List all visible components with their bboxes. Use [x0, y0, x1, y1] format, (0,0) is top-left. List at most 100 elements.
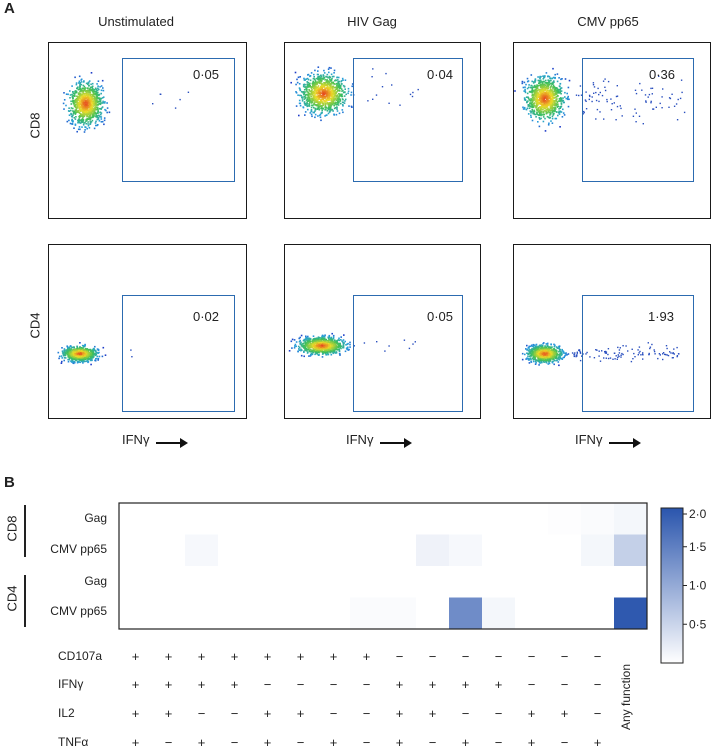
- heatmap-row-label: CMV pp65: [50, 604, 107, 618]
- row-title-cd4: CD4: [27, 312, 43, 339]
- function-sign: −: [164, 735, 173, 750]
- group-bracket-cd8: [24, 505, 26, 557]
- heatmap-cell: [482, 597, 515, 629]
- group-label-cd8: CD8: [4, 515, 20, 542]
- flow-plot-cd4-hiv-gag: 0·05: [284, 244, 481, 419]
- function-sign: +: [197, 677, 206, 692]
- heatmap-cell: [317, 534, 350, 566]
- function-sign: +: [230, 649, 239, 664]
- heatmap-cell: [317, 503, 350, 535]
- gate-percentage: 0·36: [649, 67, 676, 82]
- function-sign: −: [461, 649, 470, 664]
- function-sign: +: [395, 677, 404, 692]
- function-sign: +: [527, 706, 536, 721]
- function-sign: −: [593, 706, 602, 721]
- heatmap-cell: [416, 566, 449, 598]
- heatmap-cell: [185, 566, 218, 598]
- gate-box: [582, 295, 694, 412]
- gate-box: [122, 58, 235, 182]
- colorbar-tick-label: 1·0: [689, 579, 707, 593]
- heatmap-cell: [548, 534, 581, 566]
- function-sign: −: [197, 706, 206, 721]
- arrow-right-icon: [380, 438, 412, 448]
- colorbar: 2·0 1·5 1·0 0·5: [660, 507, 707, 664]
- heatmap-row-label: Gag: [84, 511, 107, 525]
- heatmap-cell: [515, 503, 548, 535]
- column-title-hiv-gag: HIV Gag: [347, 14, 397, 29]
- function-sign: −: [428, 649, 437, 664]
- heatmap-cell: [449, 566, 482, 598]
- function-sign: +: [230, 677, 239, 692]
- function-sign: −: [494, 735, 503, 750]
- function-sign: +: [263, 706, 272, 721]
- heatmap-cell: [383, 503, 416, 535]
- colorbar-tick-label: 2·0: [689, 507, 707, 521]
- function-label-tnfa: TNFα: [58, 735, 89, 749]
- function-label-cd107a: CD107a: [58, 649, 103, 663]
- flow-plot-cd4-cmv-pp65: 1·93: [513, 244, 711, 419]
- gate-percentage: 0·05: [427, 309, 454, 324]
- colorbar-tick-label: 1·5: [689, 540, 707, 554]
- heatmap-cell: [614, 566, 647, 598]
- flow-plot-cd8-hiv-gag: 0·04: [284, 42, 481, 219]
- column-title-unstimulated: Unstimulated: [98, 14, 174, 29]
- heatmap-cell: [416, 534, 449, 566]
- heatmap-cell: [350, 534, 383, 566]
- heatmap-cell: [119, 503, 152, 535]
- heatmap-cell: [614, 534, 647, 566]
- heatmap-cell: [218, 534, 251, 566]
- heatmap-cell: [515, 597, 548, 629]
- density-cloud: [290, 66, 419, 122]
- colorbar-gradient: [660, 507, 684, 664]
- function-sign: +: [164, 649, 173, 664]
- heatmap: [118, 502, 648, 630]
- function-sign: −: [329, 706, 338, 721]
- heatmap-cell: [581, 534, 614, 566]
- heatmap-cell: [449, 597, 482, 629]
- flow-plot-cd8-unstimulated: 0·05: [48, 42, 247, 219]
- function-sign: +: [197, 735, 206, 750]
- heatmap-cell: [614, 503, 647, 535]
- heatmap-cell: [152, 566, 185, 598]
- heatmap-cell: [218, 503, 251, 535]
- heatmap-cell: [515, 566, 548, 598]
- heatmap-cell: [482, 566, 515, 598]
- function-sign: +: [263, 649, 272, 664]
- heatmap-cell: [548, 566, 581, 598]
- function-sign: +: [131, 649, 140, 664]
- function-sign: +: [131, 677, 140, 692]
- function-sign: +: [362, 649, 371, 664]
- heatmap-cell: [614, 597, 647, 629]
- function-sign: −: [560, 649, 569, 664]
- heatmap-cell: [350, 597, 383, 629]
- any-function-label: Any function: [619, 663, 634, 731]
- gate-percentage: 0·05: [193, 67, 220, 82]
- gate-box: [353, 58, 463, 182]
- function-sign: +: [296, 706, 305, 721]
- gate-percentage: 0·02: [193, 309, 220, 324]
- function-sign: −: [593, 677, 602, 692]
- function-sign: −: [296, 735, 305, 750]
- function-sign: +: [494, 677, 503, 692]
- heatmap-cell: [350, 503, 383, 535]
- heatmap-border: [118, 502, 648, 630]
- flow-plot-cd8-cmv-pp65: 0·36: [513, 42, 711, 219]
- heatmap-cell: [449, 534, 482, 566]
- heatmap-cell: [284, 503, 317, 535]
- gate-percentage: 1·93: [648, 309, 675, 324]
- flow-plot-cd4-unstimulated: 0·02: [48, 244, 247, 419]
- heatmap-cell: [548, 597, 581, 629]
- heatmap-cell: [482, 534, 515, 566]
- function-sign: −: [527, 649, 536, 664]
- heatmap-cell: [251, 503, 284, 535]
- function-sign: −: [230, 735, 239, 750]
- function-sign: −: [527, 677, 536, 692]
- gate-box: [122, 295, 235, 412]
- heatmap-cell: [251, 566, 284, 598]
- function-sign: +: [131, 735, 140, 750]
- function-sign: +: [164, 677, 173, 692]
- heatmap-cell: [119, 534, 152, 566]
- function-sign: −: [263, 677, 272, 692]
- function-sign: +: [164, 706, 173, 721]
- function-sign: −: [230, 706, 239, 721]
